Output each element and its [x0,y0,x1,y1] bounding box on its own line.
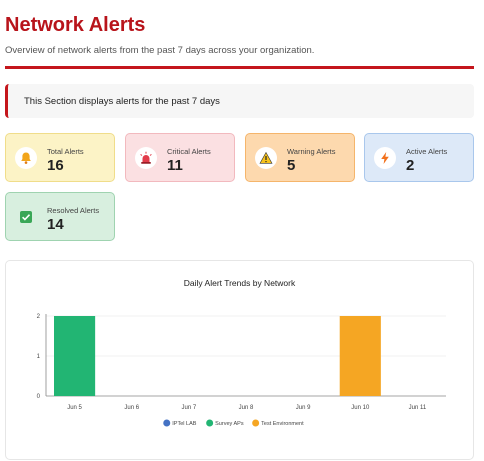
legend-label: Test Environment [261,421,304,427]
card-label: Active Alerts [406,147,448,156]
x-tick-label: Jun 10 [351,405,370,411]
x-tick-label: Jun 5 [67,405,82,411]
legend-swatch [252,419,260,427]
card-value: 16 [47,157,64,174]
y-tick-label: 2 [37,314,41,320]
check-box-icon [15,206,37,228]
card-label: Critical Alerts [167,147,211,156]
page-subtitle: Overview of network alerts from the past… [5,45,315,56]
bell-icon [15,147,37,169]
critical-alerts-card[interactable]: Critical Alerts 11 [125,133,235,182]
header-divider [5,66,474,69]
x-tick-label: Jun 9 [296,405,311,411]
y-tick-label: 0 [37,394,41,400]
chart-title: Daily Alert Trends by Network [183,278,296,288]
x-tick-label: Jun 8 [239,405,254,411]
y-tick-label: 1 [37,354,41,360]
warning-icon [255,147,277,169]
card-value: 2 [406,157,415,174]
alert-trends-chart-card: Daily Alert Trends by Network 0 1 2 Jun 5 Ju… [5,260,474,460]
x-tick-label: Jun 7 [182,405,197,411]
card-label: Resolved Alerts [47,206,100,215]
x-tick-label: Jun 11 [409,405,427,411]
card-value: 5 [287,157,296,174]
siren-icon [135,147,157,169]
bar [339,316,381,396]
legend-label: IPTel LAB [172,421,196,427]
legend-swatch [163,419,171,427]
x-tick-label: Jun 6 [124,405,139,411]
info-notice: This Section displays alerts for the pas… [5,84,474,118]
legend-label: Survey APs [215,421,244,427]
card-value: 14 [47,216,64,233]
info-notice-text: This Section displays alerts for the pas… [24,96,220,107]
warning-alerts-card[interactable]: Warning Alerts 5 [245,133,355,182]
alert-trends-chart: 0 1 2 Jun 5 Jun 6 Jun 7 Jun 8 Jun 9 Jun 10 Jun 11… [37,314,446,427]
total-alerts-card[interactable]: Total Alerts 16 [5,133,115,182]
page-title: Network Alerts [5,14,146,36]
card-label: Warning Alerts [287,147,336,156]
bar [54,316,96,396]
lightning-icon [374,147,396,169]
card-label: Total Alerts [47,147,84,156]
card-value: 11 [167,157,183,174]
legend-swatch [206,419,214,427]
active-alerts-card[interactable]: Active Alerts 2 [364,133,474,182]
resolved-alerts-card[interactable]: Resolved Alerts 14 [5,192,115,241]
